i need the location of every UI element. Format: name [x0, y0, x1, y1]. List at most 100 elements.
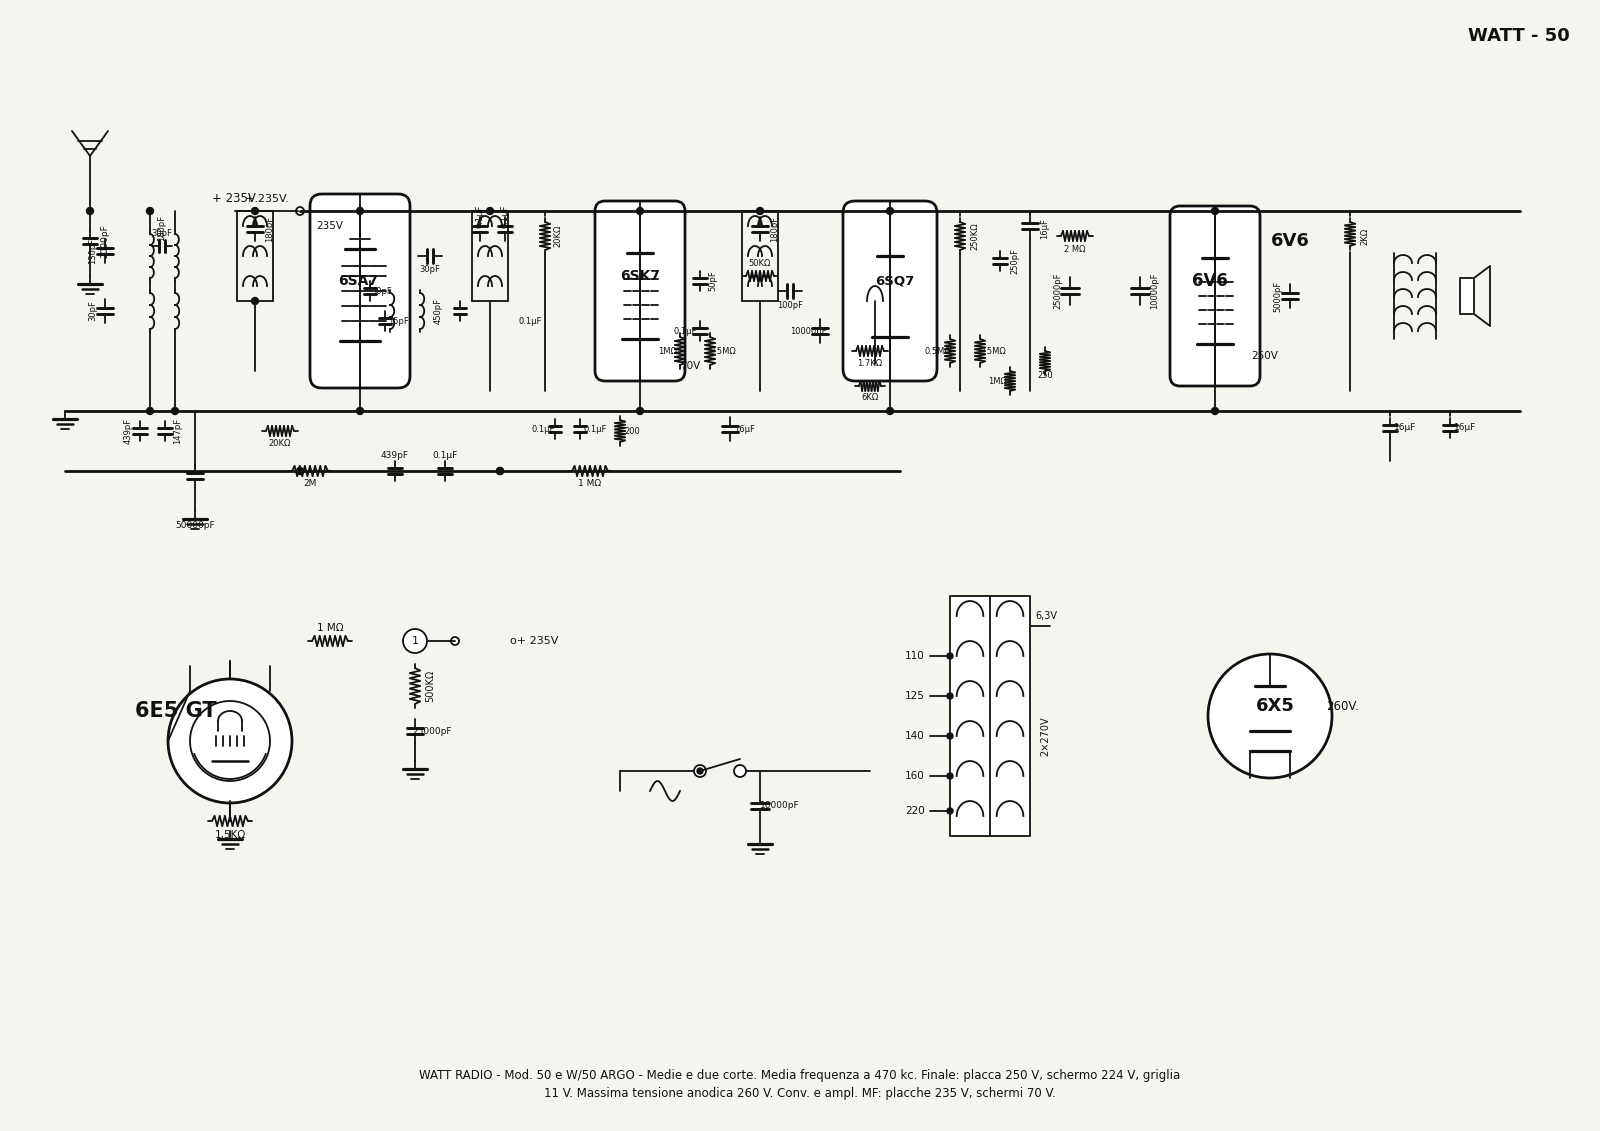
Circle shape: [451, 637, 459, 645]
FancyBboxPatch shape: [595, 201, 685, 381]
Circle shape: [403, 629, 427, 653]
Text: 11 V. Massima tensione anodica 260 V. Conv. e ampl. MF: placche 235 V, schermi 7: 11 V. Massima tensione anodica 260 V. Co…: [544, 1087, 1056, 1099]
Text: 100pF: 100pF: [778, 301, 803, 310]
Text: 6E5 GT: 6E5 GT: [134, 701, 216, 720]
Text: 235V: 235V: [317, 221, 344, 231]
Circle shape: [947, 808, 954, 814]
Text: 6SK7: 6SK7: [621, 269, 661, 283]
Text: 10000pF: 10000pF: [790, 327, 826, 336]
Text: 10000pF: 10000pF: [1150, 273, 1160, 309]
Text: 1MΩ: 1MΩ: [659, 346, 677, 355]
Text: 125: 125: [906, 691, 925, 701]
Circle shape: [251, 297, 259, 304]
Text: 1 MΩ: 1 MΩ: [579, 480, 602, 489]
Text: 6V6: 6V6: [1270, 232, 1309, 250]
Text: 147pF: 147pF: [173, 418, 182, 444]
Text: 250V: 250V: [1251, 351, 1278, 361]
Text: 180pF: 180pF: [157, 215, 166, 241]
Circle shape: [168, 679, 291, 803]
Circle shape: [147, 407, 154, 414]
Circle shape: [171, 407, 179, 414]
Circle shape: [357, 207, 363, 215]
Text: 30pF: 30pF: [419, 265, 440, 274]
Text: 0.1μF: 0.1μF: [475, 205, 485, 227]
Text: 16μF: 16μF: [1394, 423, 1416, 432]
Text: 2×270V: 2×270V: [1040, 716, 1050, 756]
Text: 180pF: 180pF: [266, 216, 275, 242]
Text: 16μF: 16μF: [734, 424, 755, 433]
Text: 70V: 70V: [680, 361, 701, 371]
FancyBboxPatch shape: [843, 201, 938, 381]
Text: 140: 140: [906, 731, 925, 741]
Circle shape: [1211, 407, 1219, 414]
Text: 1MΩ: 1MΩ: [989, 377, 1008, 386]
Text: 0.5MΩ: 0.5MΩ: [710, 346, 736, 355]
Text: 0.1μF: 0.1μF: [531, 424, 555, 433]
Text: 0.1μF: 0.1μF: [584, 424, 606, 433]
Text: 6X5: 6X5: [1256, 697, 1294, 715]
Circle shape: [251, 207, 259, 215]
Text: 2KΩ: 2KΩ: [1360, 227, 1370, 244]
Text: 250KΩ: 250KΩ: [971, 222, 979, 250]
Circle shape: [757, 207, 763, 215]
Circle shape: [296, 467, 304, 475]
Text: 50000pF: 50000pF: [174, 521, 214, 530]
Text: + 235V.: + 235V.: [245, 195, 290, 204]
Text: 2000pF: 2000pF: [101, 224, 109, 258]
Circle shape: [886, 407, 893, 414]
Text: 439pF: 439pF: [381, 451, 410, 460]
Text: 200: 200: [624, 426, 640, 435]
Circle shape: [947, 733, 954, 739]
Text: 1: 1: [411, 636, 419, 646]
Circle shape: [947, 693, 954, 699]
Bar: [237, 211, 274, 301]
Text: WATT - 50: WATT - 50: [1469, 27, 1570, 45]
Text: 0.1μF: 0.1μF: [501, 205, 509, 227]
FancyBboxPatch shape: [310, 195, 410, 388]
Text: 6V6: 6V6: [1192, 271, 1227, 290]
Circle shape: [694, 765, 706, 777]
Text: 260V.: 260V.: [1326, 699, 1358, 713]
Text: 1,5KΩ: 1,5KΩ: [214, 830, 246, 840]
Text: 50pF: 50pF: [371, 286, 392, 295]
Bar: [1459, 278, 1474, 314]
Text: 50pF: 50pF: [709, 270, 717, 292]
Text: 6,3V: 6,3V: [1035, 611, 1058, 621]
Text: 1.7KΩ: 1.7KΩ: [858, 359, 883, 368]
Text: 30pF: 30pF: [152, 230, 173, 239]
Text: 250pF: 250pF: [1011, 248, 1019, 274]
Circle shape: [734, 765, 746, 777]
Circle shape: [637, 407, 643, 414]
Circle shape: [886, 207, 893, 215]
Circle shape: [947, 653, 954, 659]
Text: 500KΩ: 500KΩ: [426, 670, 435, 702]
Text: 160: 160: [906, 771, 925, 782]
Text: 110: 110: [906, 651, 925, 661]
Circle shape: [496, 467, 504, 475]
Text: 220: 220: [906, 806, 925, 815]
Text: 450pF: 450pF: [434, 297, 443, 323]
Circle shape: [86, 207, 93, 215]
Text: 0.5MΩ: 0.5MΩ: [979, 346, 1006, 355]
Text: 50KΩ: 50KΩ: [749, 259, 771, 268]
Text: 10000pF: 10000pF: [760, 802, 800, 811]
Text: o+ 235V: o+ 235V: [510, 636, 558, 646]
Text: 30pF: 30pF: [88, 301, 98, 321]
Text: 6SQ7: 6SQ7: [875, 275, 915, 287]
Circle shape: [698, 768, 702, 774]
Text: 6KΩ: 6KΩ: [861, 394, 878, 403]
Text: 1 MΩ: 1 MΩ: [317, 623, 344, 633]
Text: 2 MΩ: 2 MΩ: [1064, 244, 1086, 253]
Text: 130pF: 130pF: [88, 238, 98, 264]
Circle shape: [947, 772, 954, 779]
Bar: [742, 211, 778, 301]
Circle shape: [296, 207, 304, 215]
Text: + 235V.: + 235V.: [211, 191, 258, 205]
Circle shape: [1208, 654, 1331, 778]
Text: 16μF: 16μF: [1454, 423, 1477, 432]
Text: 16μF: 16μF: [1040, 218, 1050, 240]
Text: 439pF: 439pF: [123, 418, 133, 444]
Text: 5000pF: 5000pF: [1274, 280, 1283, 312]
Circle shape: [1211, 207, 1219, 215]
Text: 25000pF: 25000pF: [1053, 273, 1062, 309]
